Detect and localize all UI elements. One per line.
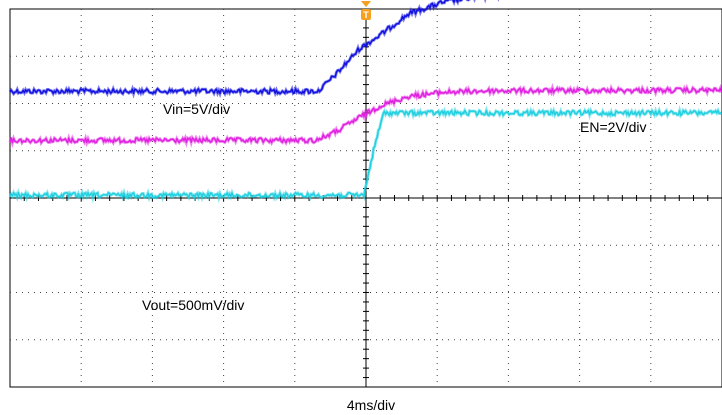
trace-vin-thick (8, 0, 594, 99)
trigger-label: T (363, 10, 369, 20)
trace-en-thick (8, 82, 722, 149)
annotation-vin: Vin=5V/div (163, 101, 230, 117)
trigger-marker: T (361, 1, 371, 20)
trace-vout-thick (8, 105, 722, 204)
annotation-vout: Vout=500mV/div (142, 297, 244, 313)
trigger-arrow-icon (361, 1, 371, 7)
x-axis-label: 4ms/div (347, 397, 395, 413)
annotation-en: EN=2V/div (580, 119, 647, 135)
grid (9, 8, 722, 388)
traces (8, 0, 722, 204)
annotations: Vin=5V/div EN=2V/div Vout=500mV/div 4ms/… (142, 101, 647, 413)
trigger-badge (361, 9, 371, 20)
